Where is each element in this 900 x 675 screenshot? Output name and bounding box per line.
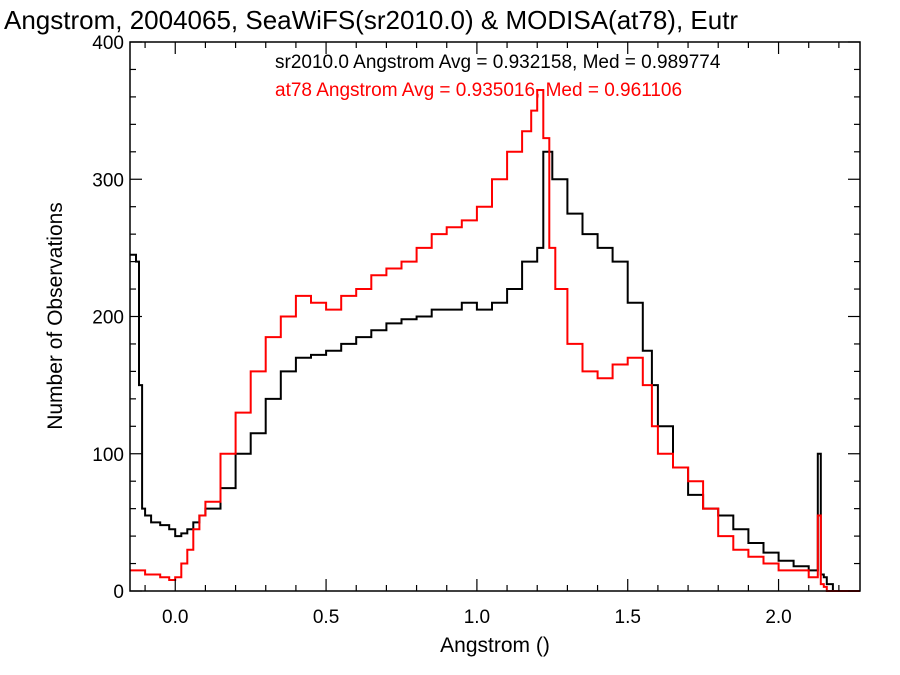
y-tick-label: 400: [92, 33, 124, 54]
x-tick-label: 2.0: [765, 607, 791, 628]
x-tick-label: 1.5: [615, 607, 641, 628]
y-tick-label: 0: [113, 582, 124, 603]
y-tick-label: 100: [92, 445, 124, 466]
x-tick-label: 0.0: [162, 607, 188, 628]
stats-annotation-sr2010: sr2010.0 Angstrom Avg = 0.932158, Med = …: [275, 52, 721, 73]
x-tick-label: 0.5: [313, 607, 339, 628]
x-axis-label: Angstrom (): [440, 634, 550, 657]
stats-annotation-at78: at78 Angstrom Avg = 0.935016, Med = 0.96…: [275, 80, 682, 101]
series-line-0: [130, 150, 860, 592]
x-axis-ticks: 0.0 0.5 1.0 1.5 2.0: [144, 42, 840, 628]
x-tick-label: 1.0: [464, 607, 490, 628]
y-tick-label: 200: [92, 308, 124, 329]
chart-title: Angstrom, 2004065, SeaWiFS(sr2010.0) & M…: [4, 5, 738, 35]
y-tick-label: 300: [92, 170, 124, 191]
y-axis-label: Number of Observations: [44, 202, 67, 430]
series-line-1: [130, 89, 860, 592]
y-axis-ticks: 0 100 200 300 400: [92, 33, 860, 603]
plot-series: [130, 89, 860, 592]
